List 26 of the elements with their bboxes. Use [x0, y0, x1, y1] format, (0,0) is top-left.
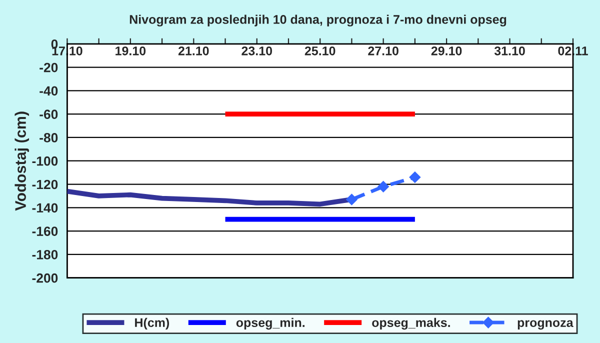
y-tick-label: -140 [32, 203, 58, 213]
point [378, 180, 389, 192]
y-axis-title: Vodostaj (cm) [14, 112, 29, 211]
y-tick-label: -200 [32, 273, 58, 283]
y-tick-label: -180 [32, 250, 58, 260]
point [346, 194, 358, 206]
y-tick-label: -20 [40, 62, 58, 72]
y-tick-label: -40 [40, 86, 58, 96]
x-tick-label: 21.10 [178, 46, 209, 56]
x-tick-label: 25.10 [304, 46, 336, 56]
point [409, 172, 421, 183]
legend-label: opseg_maks. [372, 318, 450, 330]
x-tick-label: 27.10 [368, 46, 398, 56]
x-tick-label: 23.10 [242, 46, 272, 56]
x-tick-label: 31.10 [494, 46, 525, 56]
y-tick-label: -80 [40, 133, 58, 142]
legend-label: H(cm) [135, 318, 170, 330]
y-tick-label: -100 [32, 156, 58, 166]
x-tick-label: 29.10 [431, 46, 462, 56]
y-tick-label: -160 [32, 226, 58, 236]
y-tick-label: -120 [32, 180, 58, 190]
chart-title: Nivogram za poslednjih 10 dana, prognoza i 7-mo dnevni opseg [130, 14, 506, 26]
legend-label: prognoza [518, 320, 574, 330]
x-tick-label: 19.10 [116, 46, 146, 56]
y-tick-label: -60 [40, 110, 58, 119]
legend-label: opseg_min. [236, 318, 304, 330]
